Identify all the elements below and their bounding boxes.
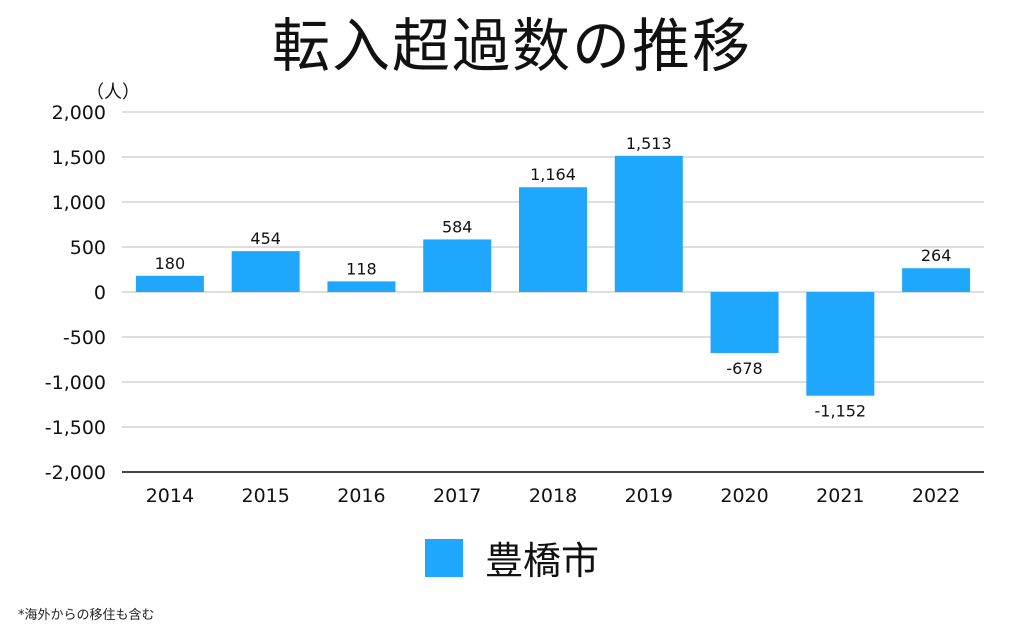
data-label: 1,513 (626, 134, 672, 153)
x-tick-label: 2015 (241, 485, 289, 507)
data-labels: 180 454 118 584 1,164 1,513 -678 -1,152 264 (155, 134, 952, 421)
y-tick-label: 2,000 (52, 102, 106, 124)
y-tick-label: 1,000 (52, 192, 106, 214)
x-tick-label: 2022 (912, 485, 960, 507)
y-tick-label: 1,500 (52, 147, 106, 169)
bar (806, 292, 875, 396)
y-tick-label: -1,500 (45, 417, 106, 439)
data-label: 180 (155, 254, 186, 273)
y-tick-label: -2,000 (45, 462, 106, 484)
bar (902, 268, 971, 292)
x-tick-label: 2018 (529, 485, 577, 507)
data-label: 1,164 (530, 165, 576, 184)
data-label: 118 (346, 259, 377, 278)
x-tick-label: 2021 (816, 485, 864, 507)
footnote: *海外からの移住も含む (18, 608, 155, 623)
legend: 豊橋市 (0, 530, 1024, 585)
y-tick-label: 0 (94, 282, 106, 304)
y-tick-label: -1,000 (45, 372, 106, 394)
data-label: 584 (442, 217, 473, 236)
data-label: 454 (250, 229, 281, 248)
y-tick-label: -500 (63, 327, 106, 349)
y-tick-label: 500 (70, 237, 106, 259)
x-tick-label: 2019 (625, 485, 673, 507)
x-axis-ticks: 2014 2015 2016 2017 2018 2019 2020 2021 2022 (146, 485, 961, 507)
legend-label: 豊橋市 (484, 539, 599, 583)
data-label: -1,152 (815, 402, 867, 421)
x-tick-label: 2014 (146, 485, 194, 507)
bar (614, 155, 683, 292)
bar (231, 251, 300, 292)
x-tick-label: 2020 (720, 485, 768, 507)
chart-title: 転入超過数の推移 (271, 12, 752, 80)
y-axis-ticks: 2,000 1,500 1,000 500 0 -500 -1,000 -1,500 -2,00… (45, 102, 106, 484)
bar (518, 187, 588, 292)
data-label: -678 (726, 359, 762, 378)
bars (135, 155, 971, 396)
bar-chart: 2,000 1,500 1,000 500 0 -500 -1,000 -1,500 -2,00… (45, 102, 984, 507)
gridlines (122, 111, 984, 473)
x-tick-label: 2016 (337, 485, 385, 507)
legend-swatch (424, 538, 463, 577)
bar (423, 239, 492, 292)
data-label: 264 (921, 246, 952, 265)
bar (327, 281, 396, 292)
x-tick-label: 2017 (433, 485, 481, 507)
bar (135, 275, 204, 292)
bar (710, 292, 779, 354)
y-axis-unit-label: （人） (86, 82, 140, 103)
